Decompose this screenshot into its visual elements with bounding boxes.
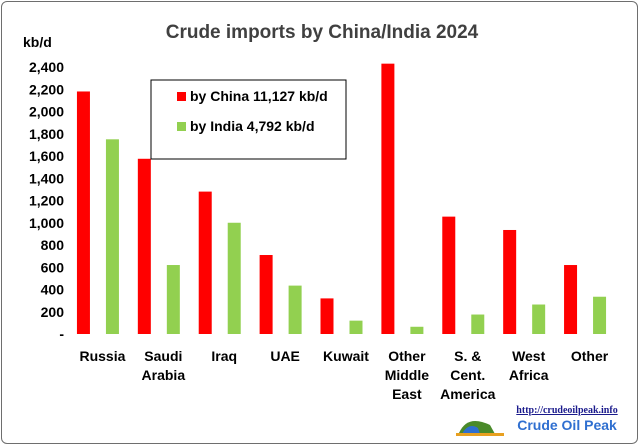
bar-india xyxy=(166,265,180,334)
x-tick-label: West Africa xyxy=(509,348,549,383)
x-tick-label: Saudi Arabia xyxy=(142,348,186,383)
bar-china xyxy=(259,255,273,334)
x-tick-label-line: Africa xyxy=(509,367,549,383)
x-tick-label-line: Other xyxy=(388,348,426,364)
branding-name: Crude Oil Peak xyxy=(517,417,617,433)
x-tick-label: Other Middle East xyxy=(385,348,430,402)
bar-china xyxy=(76,91,90,334)
bar-india xyxy=(593,296,607,334)
branding-url[interactable]: http://crudeoilpeak.info xyxy=(516,405,617,416)
y-tick-label: 1,400 xyxy=(29,170,64,186)
y-tick-label: 400 xyxy=(41,282,65,298)
bar-india xyxy=(227,222,241,334)
y-tick-label: 600 xyxy=(41,259,65,275)
x-tick-label-line: UAE xyxy=(270,348,300,364)
x-tick-label: Iraq xyxy=(211,348,237,364)
legend-swatch-india xyxy=(177,122,186,131)
y-tick-label: 2,000 xyxy=(29,104,64,120)
x-tick-label: Kuwait xyxy=(323,348,369,364)
x-tick-label-line: Arabia xyxy=(142,367,186,383)
x-tick-label: S. & Cent. America xyxy=(440,348,495,402)
x-tick-label-line: Russia xyxy=(79,348,125,364)
y-tick-label: 1,800 xyxy=(29,126,64,142)
bar-china xyxy=(137,158,151,334)
x-tick-label-line: Other xyxy=(571,348,609,364)
legend-label-china: by China 11,127 kb/d xyxy=(190,88,328,104)
bar-india xyxy=(471,314,485,334)
bar-india xyxy=(288,285,302,334)
bar-india xyxy=(532,304,546,334)
legend-swatch-china xyxy=(177,92,186,101)
bar-india xyxy=(105,139,119,334)
bar-india xyxy=(410,326,424,334)
x-tick-label-line: America xyxy=(440,386,495,402)
legend-label-india: by India 4,792 kb/d xyxy=(190,118,315,134)
x-tick-label-line: Kuwait xyxy=(323,348,369,364)
x-tick-label: Other xyxy=(571,348,609,364)
x-tick-label-line: Iraq xyxy=(211,348,237,364)
bar-china xyxy=(503,229,517,334)
y-tick-label: 200 xyxy=(41,304,65,320)
chart-title: Crude imports by China/India 2024 xyxy=(166,22,479,43)
bar-china xyxy=(198,191,212,334)
x-axis-ticks: Russia Saudi Arabia Iraq UAE Kuwait Other Middl… xyxy=(79,348,608,402)
bar-china xyxy=(442,216,456,334)
bar-china xyxy=(381,63,395,334)
bars-group xyxy=(76,63,607,334)
y-axis-ticks: - 200 400 600 800 1,000 1,200 1,400 1,600 1,800 2,… xyxy=(29,59,64,342)
y-tick-label: 1,000 xyxy=(29,215,64,231)
x-tick-label: Russia xyxy=(79,348,125,364)
x-tick-label-line: Saudi xyxy=(144,348,182,364)
y-axis-label: kb/d xyxy=(23,34,52,50)
x-tick-label-line: West xyxy=(512,348,546,364)
y-tick-label: 2,400 xyxy=(29,59,64,75)
x-tick-label-line: Cent. xyxy=(450,367,485,383)
x-tick-label: UAE xyxy=(270,348,300,364)
bar-china xyxy=(320,298,334,334)
y-tick-label: 1,600 xyxy=(29,148,64,164)
bar-china xyxy=(564,265,578,334)
y-tick-label: 1,200 xyxy=(29,193,64,209)
y-tick-label: 800 xyxy=(41,237,65,253)
x-tick-label-line: S. & xyxy=(454,348,481,364)
x-tick-label-line: Middle xyxy=(385,367,430,383)
y-tick-label: 2,200 xyxy=(29,81,64,97)
x-tick-label-line: East xyxy=(392,386,422,402)
oil-drop-logo-icon xyxy=(456,421,504,436)
legend: by China 11,127 kb/d by India 4,792 kb/d xyxy=(150,79,347,160)
bar-india xyxy=(349,320,363,334)
branding: http://crudeoilpeak.info Crude Oil Peak xyxy=(456,405,618,436)
y-tick-label: - xyxy=(59,326,64,342)
